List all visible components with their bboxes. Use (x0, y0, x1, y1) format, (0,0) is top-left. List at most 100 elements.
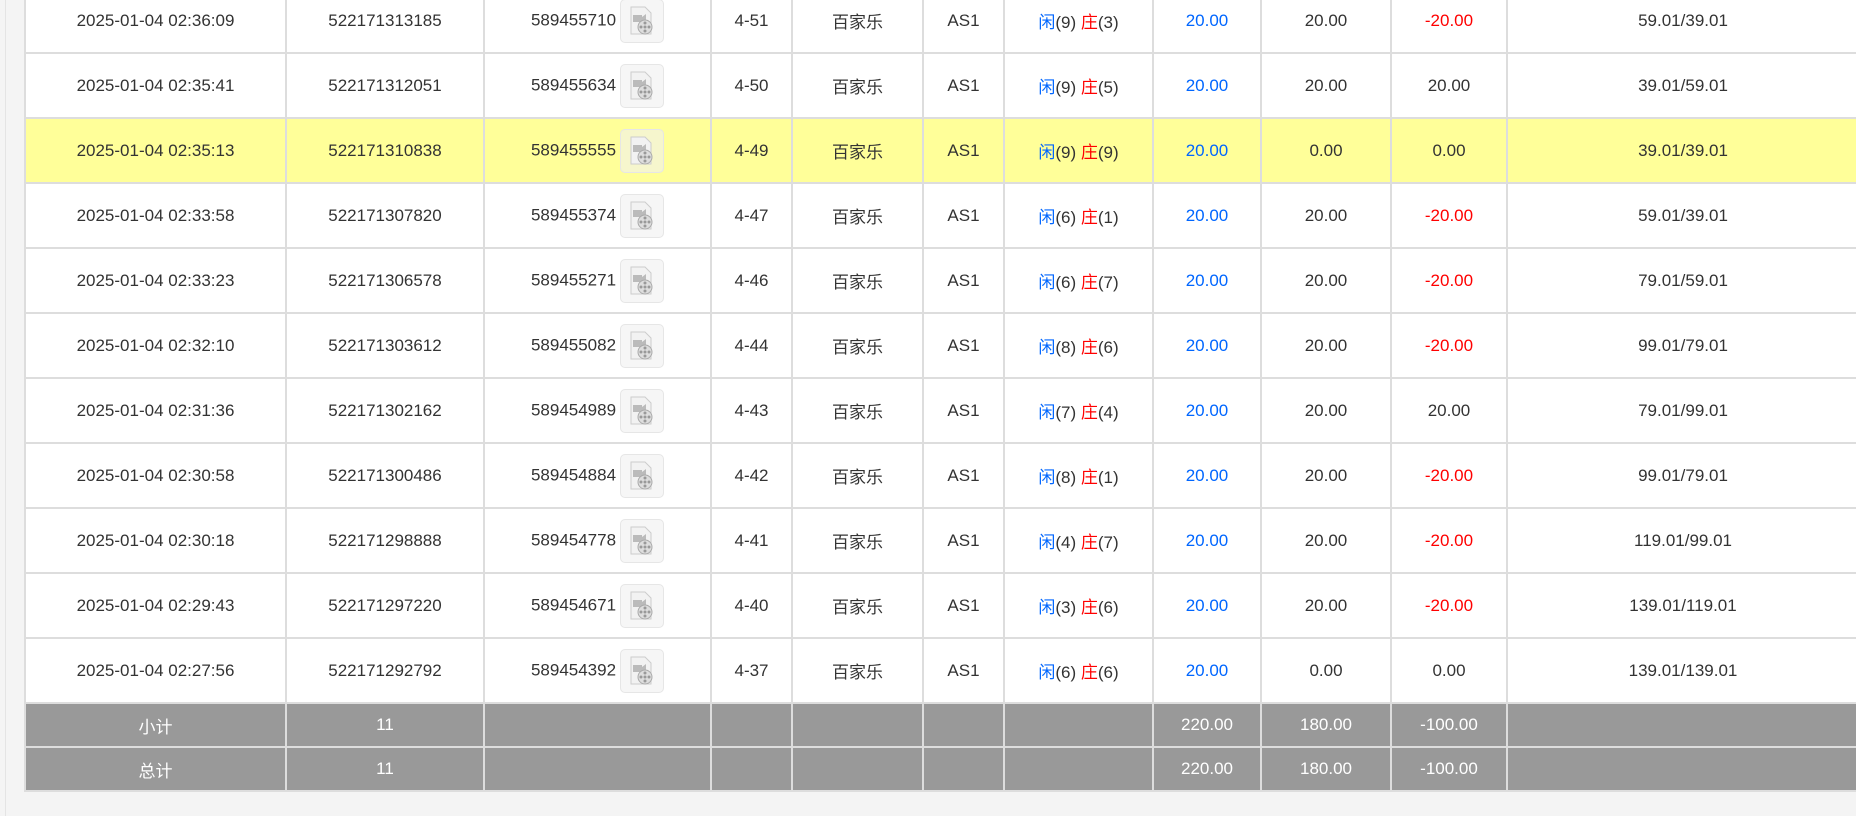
bet-amount[interactable]: 20.00 (1152, 572, 1262, 639)
player-label: 闲 (1038, 598, 1056, 617)
round: 4-37 (710, 637, 793, 704)
win-loss: -20.00 (1390, 442, 1508, 509)
banker-points: (6) (1097, 598, 1119, 617)
video-replay-icon[interactable] (620, 258, 665, 303)
summary-empty-cell (483, 702, 712, 748)
game-id: 589454392 (530, 659, 617, 679)
bet-amount[interactable]: 20.00 (1152, 182, 1262, 249)
player-label: 闲 (1038, 403, 1056, 422)
table-code: AS1 (922, 377, 1005, 444)
player-label: 闲 (1038, 78, 1056, 97)
table-row: 2025-01-04 02:36:09 522171313185 5894557… (24, 0, 1856, 54)
balance-before-after: 39.01/59.01 (1506, 52, 1856, 119)
summary-empty-cell (1003, 702, 1154, 748)
result: 闲(7) 庄(4) (1003, 377, 1154, 444)
bet-amount[interactable]: 20.00 (1152, 52, 1262, 119)
game-id: 589455555 (530, 139, 617, 159)
bet-amount[interactable]: 20.00 (1152, 637, 1262, 704)
banker-label: 庄 (1080, 403, 1098, 422)
player-label: 闲 (1038, 143, 1056, 162)
video-replay-icon[interactable] (620, 388, 665, 433)
video-replay-icon[interactable] (620, 583, 665, 628)
video-replay-icon[interactable] (620, 648, 665, 693)
table-row: 2025-01-04 02:33:58 522171307820 5894553… (24, 182, 1856, 249)
bet-id: 522171297220 (285, 572, 485, 639)
bet-id: 522171302162 (285, 377, 485, 444)
win-loss: -20.00 (1390, 572, 1508, 639)
bet-amount[interactable]: 20.00 (1152, 312, 1262, 379)
game-id-cell: 589455555 (483, 117, 712, 184)
summary-valid: 180.00 (1260, 702, 1392, 748)
bet-amount[interactable]: 20.00 (1152, 117, 1262, 184)
balance-before-after: 79.01/59.01 (1506, 247, 1856, 314)
result: 闲(9) 庄(9) (1003, 117, 1154, 184)
result: 闲(9) 庄(5) (1003, 52, 1154, 119)
banker-points: (3) (1097, 13, 1119, 32)
player-label: 闲 (1038, 533, 1056, 552)
game-id-cell: 589454671 (483, 572, 712, 639)
player-points: (8) (1055, 338, 1077, 357)
video-replay-icon[interactable] (620, 63, 665, 108)
round: 4-44 (710, 312, 793, 379)
banker-label: 庄 (1080, 338, 1098, 357)
player-points: (7) (1055, 403, 1077, 422)
video-replay-icon[interactable] (620, 0, 665, 43)
balance-before-after: 119.01/99.01 (1506, 507, 1856, 574)
player-points: (6) (1055, 208, 1077, 227)
balance-before-after: 59.01/39.01 (1506, 0, 1856, 54)
bet-amount[interactable]: 20.00 (1152, 0, 1262, 54)
video-replay-icon[interactable] (620, 193, 665, 238)
banker-label: 庄 (1080, 468, 1098, 487)
valid-bet: 20.00 (1260, 442, 1392, 509)
table-row: 2025-01-04 02:35:13 522171310838 5894555… (24, 117, 1856, 184)
player-label: 闲 (1038, 208, 1056, 227)
game-id: 589455710 (530, 9, 617, 29)
page-left-border (5, 0, 6, 816)
bet-time: 2025-01-04 02:32:10 (24, 312, 287, 379)
valid-bet: 20.00 (1260, 377, 1392, 444)
bet-id: 522171298888 (285, 507, 485, 574)
game-id: 589455271 (530, 269, 617, 289)
balance-before-after: 139.01/139.01 (1506, 637, 1856, 704)
summary-row: 小计 11 220.00 180.00 -100.00 (24, 702, 1856, 748)
table-code: AS1 (922, 637, 1005, 704)
video-replay-icon[interactable] (620, 128, 665, 173)
game-type: 百家乐 (791, 52, 924, 119)
table-row: 2025-01-04 02:30:58 522171300486 5894548… (24, 442, 1856, 509)
video-replay-icon[interactable] (620, 453, 665, 498)
summary-bet: 220.00 (1152, 746, 1262, 792)
summary-win: -100.00 (1390, 702, 1508, 748)
banker-points: (6) (1097, 338, 1119, 357)
table-row: 2025-01-04 02:35:41 522171312051 5894556… (24, 52, 1856, 119)
valid-bet: 0.00 (1260, 637, 1392, 704)
table-code: AS1 (922, 572, 1005, 639)
game-id-cell: 589454392 (483, 637, 712, 704)
valid-bet: 0.00 (1260, 117, 1392, 184)
bet-amount[interactable]: 20.00 (1152, 507, 1262, 574)
summary-empty-cell (483, 746, 712, 792)
summary-empty-cell (791, 746, 924, 792)
player-label: 闲 (1038, 13, 1056, 32)
bet-id: 522171306578 (285, 247, 485, 314)
balance-before-after: 139.01/119.01 (1506, 572, 1856, 639)
bet-amount[interactable]: 20.00 (1152, 247, 1262, 314)
video-replay-icon[interactable] (620, 518, 665, 563)
video-replay-icon[interactable] (620, 323, 665, 368)
player-points: (6) (1055, 273, 1077, 292)
table-row: 2025-01-04 02:27:56 522171292792 5894543… (24, 637, 1856, 704)
banker-points: (1) (1097, 468, 1119, 487)
bet-amount[interactable]: 20.00 (1152, 442, 1262, 509)
game-type: 百家乐 (791, 637, 924, 704)
summary-empty-cell (710, 746, 793, 792)
win-loss: -20.00 (1390, 312, 1508, 379)
game-type: 百家乐 (791, 377, 924, 444)
win-loss: 0.00 (1390, 117, 1508, 184)
game-type: 百家乐 (791, 0, 924, 54)
bet-amount[interactable]: 20.00 (1152, 377, 1262, 444)
table-code: AS1 (922, 312, 1005, 379)
banker-label: 庄 (1080, 208, 1098, 227)
banker-label: 庄 (1080, 598, 1098, 617)
result: 闲(6) 庄(1) (1003, 182, 1154, 249)
game-id-cell: 589454884 (483, 442, 712, 509)
round: 4-41 (710, 507, 793, 574)
